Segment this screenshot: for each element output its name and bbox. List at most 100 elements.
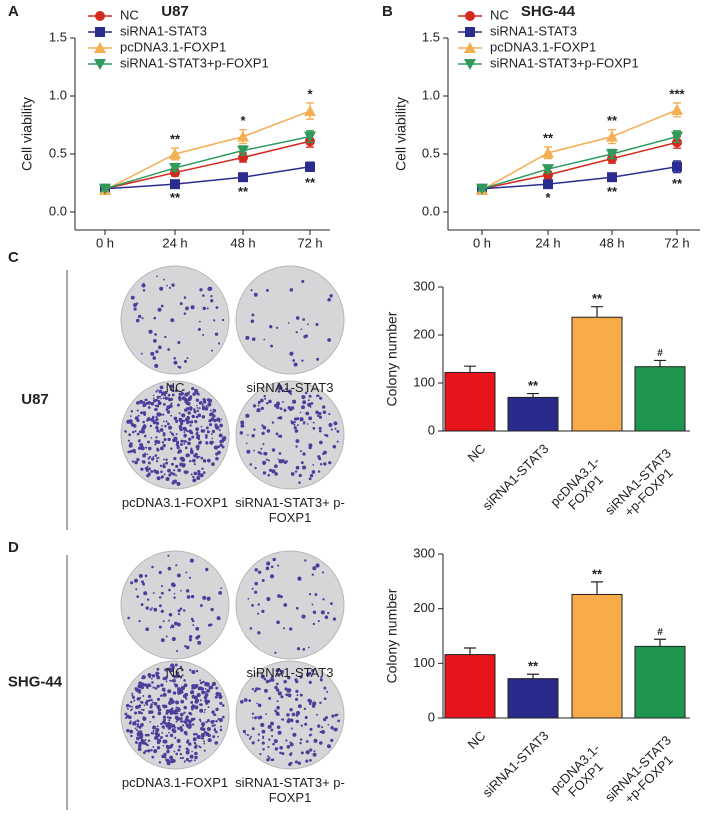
colony-dot (183, 443, 186, 445)
marker (304, 131, 316, 143)
colony-dot (160, 722, 163, 726)
colony-dot (327, 723, 330, 726)
colony-dot (147, 733, 150, 737)
plate-label: siRNA1-STAT3+ p-FOXP1 (235, 495, 345, 525)
colony-dot (198, 441, 202, 445)
colony-dot (131, 692, 134, 695)
colony-dot (208, 686, 212, 690)
colony-dot (197, 640, 202, 645)
colony-dot (147, 699, 151, 703)
colony-dot (136, 409, 139, 412)
colony-dot (218, 429, 221, 432)
colony-dot (160, 585, 163, 588)
marker (465, 11, 475, 21)
colony-dot (317, 724, 321, 728)
colony-dot (155, 671, 159, 676)
colony-dot (171, 724, 176, 728)
colony-dot (181, 685, 185, 690)
colony-dot (304, 722, 308, 726)
colony-dot (189, 755, 192, 758)
colony-dot (207, 706, 210, 709)
colony-dot (142, 453, 147, 458)
series-line (104, 140, 311, 190)
colony-dot (129, 449, 133, 453)
colony-dot (179, 728, 184, 732)
colony-dot (139, 741, 142, 745)
colony-dot (266, 561, 271, 566)
colony-dot (305, 411, 310, 416)
colony-dot (166, 749, 170, 754)
colony-dot (188, 742, 191, 746)
colony-dot (173, 683, 176, 686)
colony-dot (239, 431, 244, 435)
colony-dot (195, 636, 199, 640)
colony-dot (283, 603, 288, 607)
colony-dot (262, 735, 265, 738)
colony-dot (187, 420, 191, 424)
colony-dot (142, 401, 146, 404)
colony-dot (212, 681, 216, 686)
colony-dot (144, 452, 146, 455)
colony-dot (207, 406, 209, 409)
colony-dot (213, 713, 216, 717)
y-tick-label: 1.0 (49, 87, 67, 102)
colony-dot (152, 338, 157, 343)
colony-dot (162, 463, 165, 466)
colony-dot (187, 403, 190, 406)
colony-dot (179, 676, 183, 679)
colony-dot (267, 755, 270, 758)
colony-dot (254, 466, 257, 470)
colony-dot (139, 442, 144, 447)
marker (304, 105, 316, 117)
colony-dot (217, 445, 221, 449)
colony-dot (149, 720, 152, 723)
colony-dot (137, 747, 142, 752)
colony-dot (307, 403, 310, 406)
y-tick-label: 1.5 (422, 29, 440, 44)
colony-dot (210, 607, 214, 612)
colony-dot (194, 705, 199, 710)
colony-dot (334, 727, 338, 732)
colony-dot (300, 328, 303, 330)
colony-dot (269, 325, 273, 329)
colony-dot (134, 720, 137, 724)
colony-dot (276, 712, 280, 717)
colony-dot (173, 710, 178, 715)
colony-dot (143, 434, 147, 438)
colony-dot (196, 404, 198, 407)
colony-dot (162, 464, 166, 469)
colony-dot (245, 335, 250, 340)
colony-dot (207, 402, 212, 407)
colony-dot (250, 319, 255, 323)
colony-dot (168, 746, 171, 750)
colony-dot (277, 594, 281, 598)
colony-dot (157, 399, 160, 403)
colony-dot (308, 416, 313, 421)
colony-dot (198, 718, 202, 721)
colony-dot (190, 447, 193, 450)
colony-dot (296, 694, 299, 697)
colony-dot (150, 457, 155, 461)
colony-dot (173, 360, 178, 365)
colony-dot (165, 711, 169, 715)
colony-dot (192, 717, 196, 721)
colony-dot (218, 718, 223, 723)
row-label: U87 (21, 391, 49, 408)
colony-dot (337, 719, 341, 723)
colony-dot (274, 472, 278, 476)
colony-dot (134, 727, 137, 730)
significance: * (240, 113, 246, 128)
colony-dot (133, 307, 137, 311)
colony-dot (179, 302, 183, 306)
plate-label: siRNA1-STAT3 (246, 380, 334, 395)
colony-dot (201, 690, 205, 695)
colony-dot (202, 471, 206, 474)
colony-dot (141, 740, 146, 745)
colony-dot (307, 323, 309, 326)
y-axis-label: Cell viability (393, 97, 409, 171)
colony-dot (325, 434, 329, 438)
colony-dot (134, 460, 138, 465)
colony-dot (256, 715, 259, 718)
colony-dot (133, 451, 137, 454)
colony-dot (199, 473, 204, 478)
